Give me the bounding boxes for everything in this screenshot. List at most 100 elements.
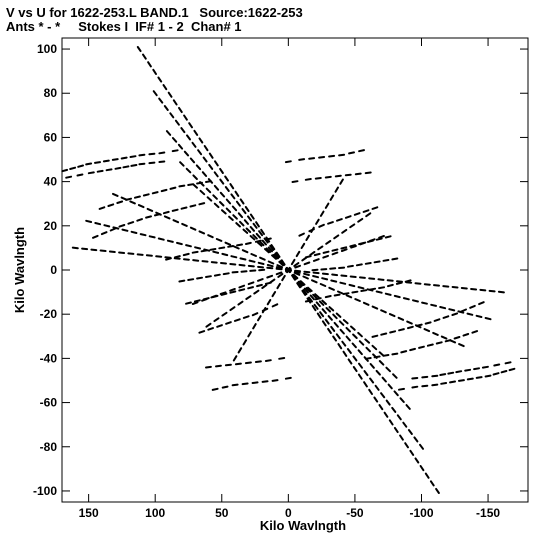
uv-point <box>205 365 212 369</box>
uv-point <box>314 177 322 180</box>
uv-point <box>257 265 264 269</box>
uv-point <box>87 171 95 175</box>
uv-point <box>374 384 380 391</box>
uv-point <box>239 220 245 227</box>
uv-point <box>247 331 252 338</box>
uv-point <box>191 250 199 254</box>
uv-point <box>258 240 265 247</box>
uv-point <box>213 202 220 209</box>
uv-point <box>322 250 330 254</box>
uv-point <box>433 284 440 287</box>
uv-point <box>331 248 339 252</box>
uv-point <box>193 129 199 136</box>
uv-point <box>294 269 302 273</box>
uv-point <box>458 343 465 348</box>
uv-point <box>414 457 420 464</box>
uv-point <box>103 224 111 228</box>
uv-point <box>371 334 379 338</box>
uv-point <box>118 251 126 254</box>
y-tick-label: -40 <box>40 351 58 365</box>
uv-point <box>187 183 195 186</box>
uv-point <box>293 262 300 267</box>
uv-point <box>266 264 274 268</box>
uv-point <box>61 168 69 173</box>
uv-point <box>297 280 303 287</box>
uv-point <box>256 283 263 288</box>
uv-point <box>233 318 241 322</box>
uv-point <box>304 299 312 303</box>
uv-point <box>407 429 413 435</box>
uv-point <box>303 287 309 294</box>
uv-point <box>321 272 329 276</box>
uv-point <box>189 204 197 208</box>
uv-point <box>351 290 359 294</box>
uv-point <box>375 369 381 376</box>
uv-point <box>475 376 483 379</box>
uv-point <box>172 99 178 106</box>
uv-point <box>429 480 435 487</box>
uv-point <box>137 204 145 209</box>
uv-point <box>348 151 355 155</box>
uv-point <box>249 235 256 241</box>
uv-point <box>122 165 130 169</box>
uv-point <box>309 251 316 256</box>
uv-point <box>473 367 480 371</box>
uv-point <box>266 299 272 306</box>
uv-point <box>249 213 255 220</box>
uv-point <box>373 396 379 403</box>
uv-point <box>419 465 425 472</box>
uv-point <box>358 362 363 369</box>
uv-point <box>354 172 362 176</box>
uv-point <box>342 292 350 295</box>
uv-point <box>449 380 456 384</box>
uv-point <box>340 246 348 250</box>
uv-point <box>271 254 277 260</box>
uv-point <box>219 201 225 207</box>
uv-point <box>221 209 227 215</box>
uv-point <box>238 284 246 289</box>
uv-point <box>148 235 156 239</box>
x-tick-label: 100 <box>145 506 165 520</box>
uv-point <box>252 222 258 229</box>
uv-point <box>176 241 183 246</box>
uv-point <box>333 293 341 297</box>
uv-point <box>336 218 343 222</box>
uv-point <box>69 166 77 170</box>
uv-point <box>162 210 170 215</box>
uv-point <box>251 312 259 317</box>
uv-point <box>360 289 368 292</box>
uv-point <box>152 68 157 75</box>
uv-point <box>158 151 166 155</box>
uv-point <box>411 377 419 380</box>
uv-point <box>333 234 340 240</box>
uv-point <box>275 267 283 271</box>
uv-point <box>264 237 272 241</box>
uv-point <box>334 174 342 178</box>
uv-point <box>112 192 119 197</box>
uv-point <box>189 226 197 231</box>
uv-point <box>431 383 439 387</box>
uv-point <box>194 246 201 250</box>
uv-point <box>406 320 413 325</box>
uv-point <box>354 298 361 302</box>
uv-point <box>321 299 327 305</box>
uv-point <box>333 321 339 328</box>
uv-point <box>380 309 387 314</box>
uv-point <box>247 215 252 222</box>
uv-point <box>391 257 399 261</box>
uv-point <box>364 171 372 175</box>
uv-point <box>309 294 315 301</box>
uv-point <box>151 191 159 195</box>
uv-point <box>414 282 422 285</box>
uv-point <box>432 331 439 336</box>
uv-point <box>188 122 193 129</box>
uv-point <box>375 290 383 294</box>
uv-point <box>241 208 247 215</box>
uv-point <box>237 212 244 219</box>
uv-point <box>382 354 390 357</box>
uv-point <box>162 84 168 91</box>
uv-point <box>281 274 286 282</box>
uv-point <box>396 414 402 421</box>
uv-point <box>181 222 188 227</box>
